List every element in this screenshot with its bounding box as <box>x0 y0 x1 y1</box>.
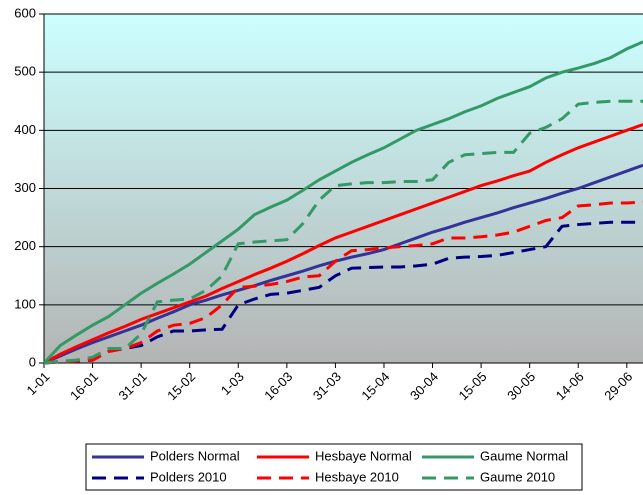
x-tick-label: 1-01 <box>24 369 53 398</box>
x-tick-label: 30-05 <box>504 369 538 403</box>
y-tick-label: 100 <box>14 296 36 311</box>
x-tick-label: 1-03 <box>218 369 247 398</box>
x-tick-label: 31-03 <box>310 369 344 403</box>
y-tick-label: 600 <box>14 5 36 20</box>
series-line <box>43 220 643 365</box>
x-tick-label: 15-05 <box>456 369 490 403</box>
legend-label: Polders 2010 <box>150 469 227 484</box>
y-tick-label: 500 <box>14 64 36 79</box>
x-tick-label: 15-02 <box>164 369 198 403</box>
legend-label: Gaume 2010 <box>480 469 555 484</box>
x-tick-label: 29-06 <box>601 369 635 403</box>
y-tick-label: 400 <box>14 122 36 137</box>
x-tick-label: 15-04 <box>358 369 392 403</box>
legend-label: Gaume Normal <box>480 448 568 463</box>
y-tick-label: 300 <box>14 180 36 195</box>
series-line <box>43 163 643 365</box>
x-tick-label: 14-06 <box>553 369 587 403</box>
x-tick-label: 30-04 <box>407 369 441 403</box>
x-tick-label: 16-01 <box>67 369 101 403</box>
x-tick-label: 16-03 <box>261 369 295 403</box>
legend-label: Polders Normal <box>150 448 240 463</box>
y-tick-label: 0 <box>29 354 36 369</box>
legend-label: Hesbaye 2010 <box>315 469 399 484</box>
series-line <box>43 200 643 365</box>
y-tick-label: 200 <box>14 238 36 253</box>
legend-box <box>85 443 583 491</box>
x-tick-label: 31-01 <box>116 369 150 403</box>
series-line <box>43 99 643 365</box>
series-line <box>43 123 643 365</box>
legend-label: Hesbaye Normal <box>315 448 412 463</box>
series-line <box>42 40 643 365</box>
